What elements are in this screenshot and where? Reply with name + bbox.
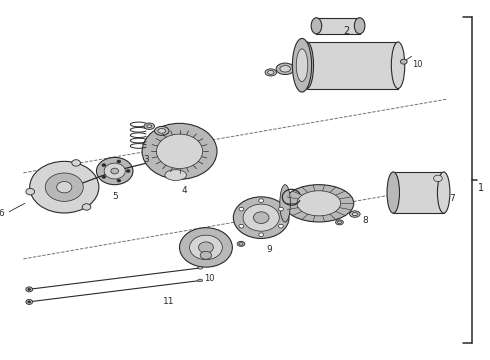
Ellipse shape xyxy=(144,123,154,130)
Circle shape xyxy=(259,233,264,237)
Text: 3: 3 xyxy=(144,155,149,164)
Ellipse shape xyxy=(154,126,169,135)
Ellipse shape xyxy=(190,235,222,260)
Ellipse shape xyxy=(352,212,358,216)
Ellipse shape xyxy=(200,251,212,259)
Text: 5: 5 xyxy=(112,192,118,201)
Text: 8: 8 xyxy=(363,216,368,225)
Ellipse shape xyxy=(147,125,152,128)
Circle shape xyxy=(57,181,72,193)
Ellipse shape xyxy=(237,241,245,246)
Ellipse shape xyxy=(293,39,312,92)
Circle shape xyxy=(102,164,106,167)
Text: 10: 10 xyxy=(413,60,423,69)
Ellipse shape xyxy=(165,170,187,180)
Text: 1: 1 xyxy=(478,183,485,193)
Circle shape xyxy=(117,179,121,182)
Bar xyxy=(393,172,443,213)
Text: 6: 6 xyxy=(0,209,4,218)
Circle shape xyxy=(102,176,106,178)
Ellipse shape xyxy=(268,71,274,75)
Ellipse shape xyxy=(265,69,276,76)
Bar xyxy=(317,18,360,34)
Circle shape xyxy=(117,160,121,163)
Ellipse shape xyxy=(280,66,291,72)
Ellipse shape xyxy=(311,18,322,34)
Circle shape xyxy=(26,300,32,305)
Ellipse shape xyxy=(243,204,279,231)
Text: 10: 10 xyxy=(204,274,215,283)
Ellipse shape xyxy=(158,129,166,133)
Ellipse shape xyxy=(156,134,202,168)
Ellipse shape xyxy=(338,221,342,224)
Ellipse shape xyxy=(392,42,405,89)
Ellipse shape xyxy=(284,185,354,222)
Text: 7: 7 xyxy=(449,194,455,203)
Circle shape xyxy=(26,188,35,195)
Text: 4: 4 xyxy=(182,186,188,195)
Circle shape xyxy=(45,173,83,201)
Ellipse shape xyxy=(253,212,269,224)
Text: 11: 11 xyxy=(163,297,174,306)
Circle shape xyxy=(239,207,244,211)
Circle shape xyxy=(72,160,80,166)
Ellipse shape xyxy=(280,185,291,222)
Ellipse shape xyxy=(387,172,399,213)
Ellipse shape xyxy=(233,197,289,238)
Circle shape xyxy=(30,161,99,213)
Circle shape xyxy=(278,224,283,228)
Circle shape xyxy=(434,175,442,181)
Text: 9: 9 xyxy=(266,245,272,254)
Ellipse shape xyxy=(336,220,343,225)
Circle shape xyxy=(104,163,125,179)
Circle shape xyxy=(239,224,244,228)
Ellipse shape xyxy=(142,123,217,179)
Ellipse shape xyxy=(438,172,450,213)
Circle shape xyxy=(259,199,264,202)
Circle shape xyxy=(111,168,119,174)
Ellipse shape xyxy=(349,211,360,217)
Ellipse shape xyxy=(297,191,341,216)
Ellipse shape xyxy=(198,279,202,282)
Ellipse shape xyxy=(296,49,308,82)
Circle shape xyxy=(26,287,32,292)
Ellipse shape xyxy=(300,42,314,89)
Circle shape xyxy=(400,59,407,64)
Circle shape xyxy=(97,157,133,185)
Circle shape xyxy=(278,207,283,211)
Text: 2: 2 xyxy=(343,26,349,36)
Circle shape xyxy=(28,288,31,291)
Bar xyxy=(307,42,398,89)
Circle shape xyxy=(82,204,91,210)
Circle shape xyxy=(126,170,130,172)
Ellipse shape xyxy=(198,267,202,269)
Ellipse shape xyxy=(239,243,243,245)
Ellipse shape xyxy=(179,228,232,267)
Ellipse shape xyxy=(198,242,213,253)
Ellipse shape xyxy=(354,18,365,34)
Ellipse shape xyxy=(276,63,294,75)
Circle shape xyxy=(28,301,31,303)
